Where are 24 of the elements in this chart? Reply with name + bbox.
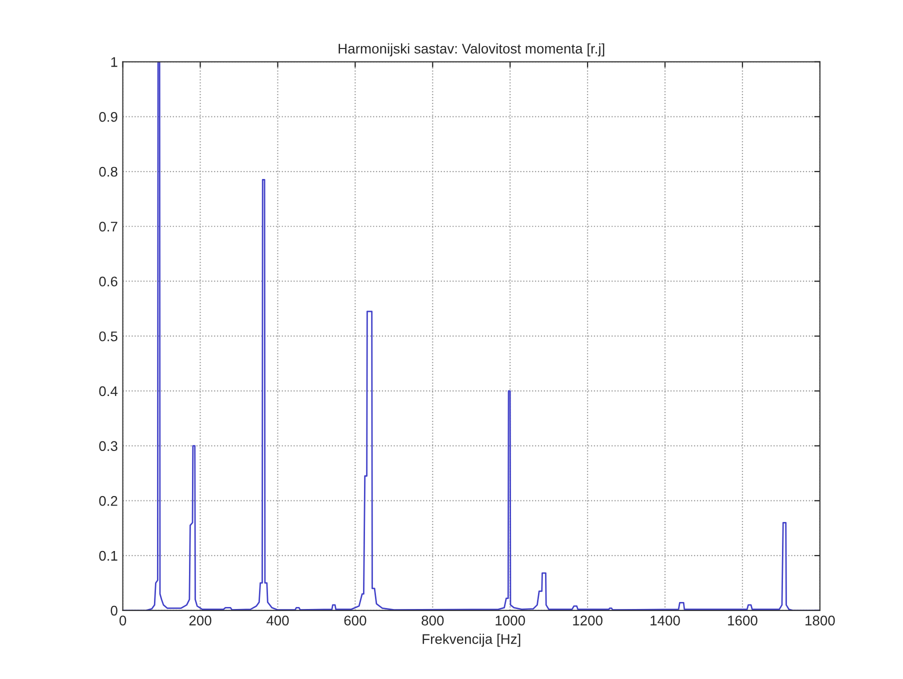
x-tick-label: 1400	[650, 616, 680, 626]
line-series	[122, 62, 820, 610]
y-tick-label: 0.9	[99, 112, 118, 122]
y-tick-label: 0.4	[99, 386, 118, 396]
x-axis-title: Frekvencija [Hz]	[422, 634, 520, 647]
y-tick-label: 1	[111, 57, 118, 67]
chart-title: Harmonijski sastav: Valovitost momenta [r.j]	[338, 43, 604, 56]
y-tick-label: 0	[110, 606, 118, 616]
x-tick-label: 600	[344, 616, 366, 626]
x-tick-label: 0	[119, 616, 126, 626]
y-tick-label: 0.3	[99, 441, 118, 451]
x-tick-label: 800	[422, 616, 444, 626]
y-tick-label: 0.5	[99, 331, 118, 342]
y-tick-label: 0.7	[99, 222, 118, 232]
y-tick-label: 0.2	[99, 496, 118, 506]
x-tick-label: 400	[266, 616, 289, 626]
x-tick-label: 1000	[496, 616, 525, 626]
y-tick-label: 0.6	[99, 276, 118, 286]
x-tick-label: 1600	[728, 616, 758, 626]
y-tick-label: 0.1	[99, 550, 118, 561]
y-tick-label: 0.8	[99, 166, 118, 177]
x-tick-label: 200	[189, 616, 212, 626]
x-tick-label: 1200	[573, 616, 602, 626]
x-tick-label: 1800	[806, 616, 835, 626]
